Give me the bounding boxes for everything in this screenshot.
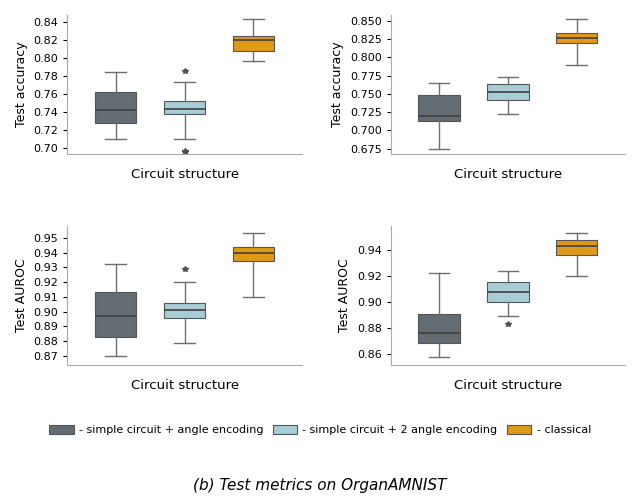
PathPatch shape [95, 92, 136, 123]
PathPatch shape [556, 240, 597, 255]
PathPatch shape [164, 101, 205, 114]
PathPatch shape [164, 303, 205, 317]
Y-axis label: Test accuracy: Test accuracy [332, 42, 344, 127]
PathPatch shape [233, 36, 274, 51]
X-axis label: Circuit structure: Circuit structure [454, 169, 562, 182]
X-axis label: Circuit structure: Circuit structure [454, 379, 562, 392]
PathPatch shape [556, 33, 597, 43]
PathPatch shape [487, 282, 529, 302]
Y-axis label: Test AUROC: Test AUROC [15, 259, 28, 332]
PathPatch shape [487, 85, 529, 100]
PathPatch shape [95, 292, 136, 337]
Text: (b) Test metrics on OrganAMNIST: (b) Test metrics on OrganAMNIST [193, 478, 447, 493]
PathPatch shape [419, 314, 460, 343]
PathPatch shape [419, 96, 460, 121]
X-axis label: Circuit structure: Circuit structure [131, 379, 239, 392]
Legend: - simple circuit + angle encoding, - simple circuit + 2 angle encoding, - classi: - simple circuit + angle encoding, - sim… [45, 421, 595, 440]
PathPatch shape [233, 246, 274, 262]
X-axis label: Circuit structure: Circuit structure [131, 169, 239, 182]
Y-axis label: Test accuracy: Test accuracy [15, 42, 28, 127]
Y-axis label: Test AUROC: Test AUROC [339, 259, 351, 332]
